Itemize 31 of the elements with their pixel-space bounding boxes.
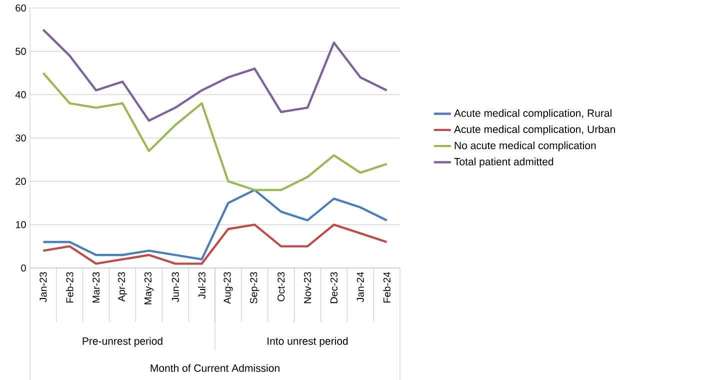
line-series bbox=[42, 224, 388, 265]
y-tick-label: 0 bbox=[21, 264, 26, 272]
y-tick-label: 10 bbox=[16, 221, 26, 228]
x-tick-label: Jan-23 bbox=[40, 272, 47, 302]
text: Pre-unrest period bbox=[82, 337, 162, 347]
y-tick-label: 50 bbox=[16, 48, 26, 55]
line-series bbox=[42, 28, 388, 122]
x-tick-label: Dec-23 bbox=[330, 272, 338, 304]
x-tick-label: Feb-23 bbox=[66, 272, 74, 303]
x-tick-label: Apr-23 bbox=[118, 272, 128, 302]
x-tick-label: Jun-23 bbox=[172, 272, 179, 302]
x-tick-label: Oct-23 bbox=[278, 272, 285, 302]
x-tick-label: Feb-24 bbox=[383, 272, 390, 303]
y-tick-label: 60 bbox=[16, 4, 26, 12]
legend-label: Acute medical complication, Urban bbox=[454, 125, 615, 136]
x-tick-label: Sep-23 bbox=[250, 272, 260, 304]
line-series bbox=[42, 72, 388, 192]
x-tick-label: May-23 bbox=[144, 272, 154, 304]
legend-label: Acute medical complication, Rural bbox=[454, 109, 612, 119]
text: Into unrest period bbox=[268, 337, 348, 347]
y-tick-label: 40 bbox=[15, 91, 26, 98]
x-tick-label: Jul-23 bbox=[198, 272, 206, 299]
y-tick-label: 30 bbox=[16, 134, 26, 142]
legend-label: Total patient admitted bbox=[454, 158, 554, 168]
x-tick-label: Aug-23 bbox=[224, 272, 233, 304]
x-tick-label: Mar-23 bbox=[92, 272, 100, 303]
legend-label: No acute medical complication bbox=[454, 141, 596, 152]
y-tick-label: 20 bbox=[16, 178, 26, 185]
x-tick-label: Nov-23 bbox=[304, 272, 312, 304]
x-tick-label: Jan-24 bbox=[356, 272, 364, 302]
text: Month of Current Admission bbox=[150, 364, 280, 372]
